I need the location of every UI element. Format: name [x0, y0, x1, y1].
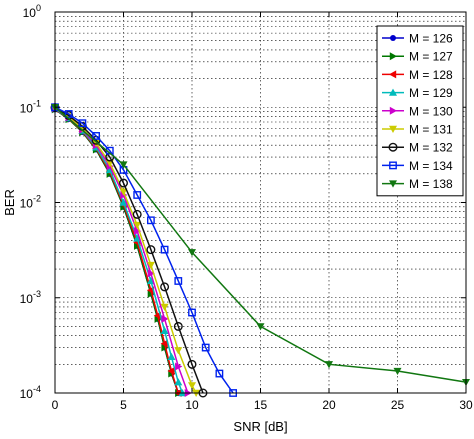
- x-tick-label: 10: [185, 398, 199, 412]
- legend-item: M = 128: [382, 68, 453, 82]
- data-point: [167, 352, 176, 360]
- data-point: [325, 361, 333, 369]
- data-point: [132, 209, 142, 219]
- legend-item: M = 138: [382, 177, 453, 191]
- legend-label: M = 138: [409, 177, 453, 191]
- data-point: [201, 343, 210, 352]
- data-point: [78, 119, 87, 128]
- legend-item: M = 134: [382, 159, 453, 173]
- legend-label: M = 127: [409, 50, 453, 64]
- legend-label: M = 130: [409, 104, 453, 118]
- data-point: [146, 245, 156, 255]
- data-point: [92, 132, 101, 140]
- data-point: [119, 198, 128, 206]
- data-point: [133, 191, 142, 199]
- data-point: [393, 367, 402, 376]
- data-point: [389, 125, 397, 133]
- series-line: [51, 105, 183, 397]
- x-tick-label: 5: [120, 398, 127, 412]
- legend-item: M = 130: [382, 104, 453, 118]
- data-point: [160, 339, 168, 348]
- data-point: [388, 142, 398, 152]
- y-tick-label: 10-3: [20, 289, 41, 306]
- data-point: [147, 269, 155, 278]
- series-path: [54, 107, 204, 394]
- legend-item: M = 131: [382, 123, 453, 137]
- data-point: [389, 70, 397, 79]
- data-point: [174, 277, 183, 285]
- series-line: [51, 104, 470, 387]
- series-path: [54, 106, 234, 394]
- y-tick-label: 100: [23, 3, 41, 20]
- data-point: [215, 369, 224, 378]
- y-tick-label: 10-4: [20, 384, 41, 401]
- data-point: [146, 261, 155, 270]
- legend-item: M = 126: [382, 32, 453, 46]
- data-point: [160, 303, 169, 311]
- data-point: [187, 359, 197, 369]
- data-point: [390, 35, 396, 41]
- legend-label: M = 134: [409, 159, 453, 173]
- data-point: [160, 282, 170, 292]
- data-point: [146, 216, 155, 225]
- legend-item: M = 132: [382, 141, 453, 155]
- series-line: [51, 103, 237, 397]
- x-tick-label: 0: [52, 398, 59, 412]
- data-point: [188, 382, 196, 390]
- data-point: [160, 245, 169, 254]
- legend-label: M = 132: [409, 141, 453, 155]
- series-line: [51, 104, 201, 397]
- x-tick-label: 25: [391, 398, 405, 412]
- data-point: [175, 362, 183, 371]
- series-path: [54, 108, 180, 394]
- data-point: [389, 180, 397, 188]
- data-point: [389, 52, 397, 61]
- data-point: [188, 308, 196, 317]
- legend-label: M = 126: [409, 32, 453, 46]
- data-point: [134, 227, 142, 236]
- y-tick-label: 10-2: [20, 194, 41, 211]
- data-point: [389, 88, 397, 96]
- axis-ticks: 0 5 10 15 20 25 30 100 10-1 10-2 10-3 10-4: [20, 3, 473, 412]
- data-point: [389, 161, 397, 170]
- data-point: [256, 323, 265, 331]
- data-point: [64, 110, 73, 118]
- series-path: [54, 108, 180, 394]
- data-point: [389, 106, 397, 115]
- legend-label: M = 129: [409, 86, 453, 100]
- legend-label: M = 131: [409, 123, 453, 137]
- data-point: [133, 221, 142, 230]
- series-path: [54, 107, 197, 394]
- x-tick-label: 15: [254, 398, 268, 412]
- data-point: [119, 161, 128, 169]
- legend-item: M = 127: [382, 50, 453, 64]
- series-line: [50, 103, 208, 398]
- data-point: [167, 367, 175, 376]
- data-point: [174, 378, 183, 386]
- series-path: [54, 108, 180, 394]
- data-point: [133, 234, 142, 242]
- data-point: [161, 314, 169, 323]
- data-point: [160, 326, 169, 334]
- data-point: [174, 347, 183, 355]
- data-point: [118, 178, 128, 188]
- x-tick-label: 30: [459, 398, 473, 412]
- y-tick-label: 10-1: [20, 98, 41, 115]
- legend-label: M = 128: [409, 68, 453, 82]
- y-axis-label: BER: [2, 189, 17, 216]
- data-point: [119, 188, 128, 196]
- data-point: [173, 321, 183, 331]
- legend: M = 126 M = 127 M = 128 M = 129 M = 130 M = 1…: [376, 25, 464, 197]
- data-point: [188, 249, 196, 257]
- x-tick-label: 20: [322, 398, 336, 412]
- legend-item: M = 129: [382, 86, 453, 100]
- x-axis-label: SNR [dB]: [233, 419, 287, 434]
